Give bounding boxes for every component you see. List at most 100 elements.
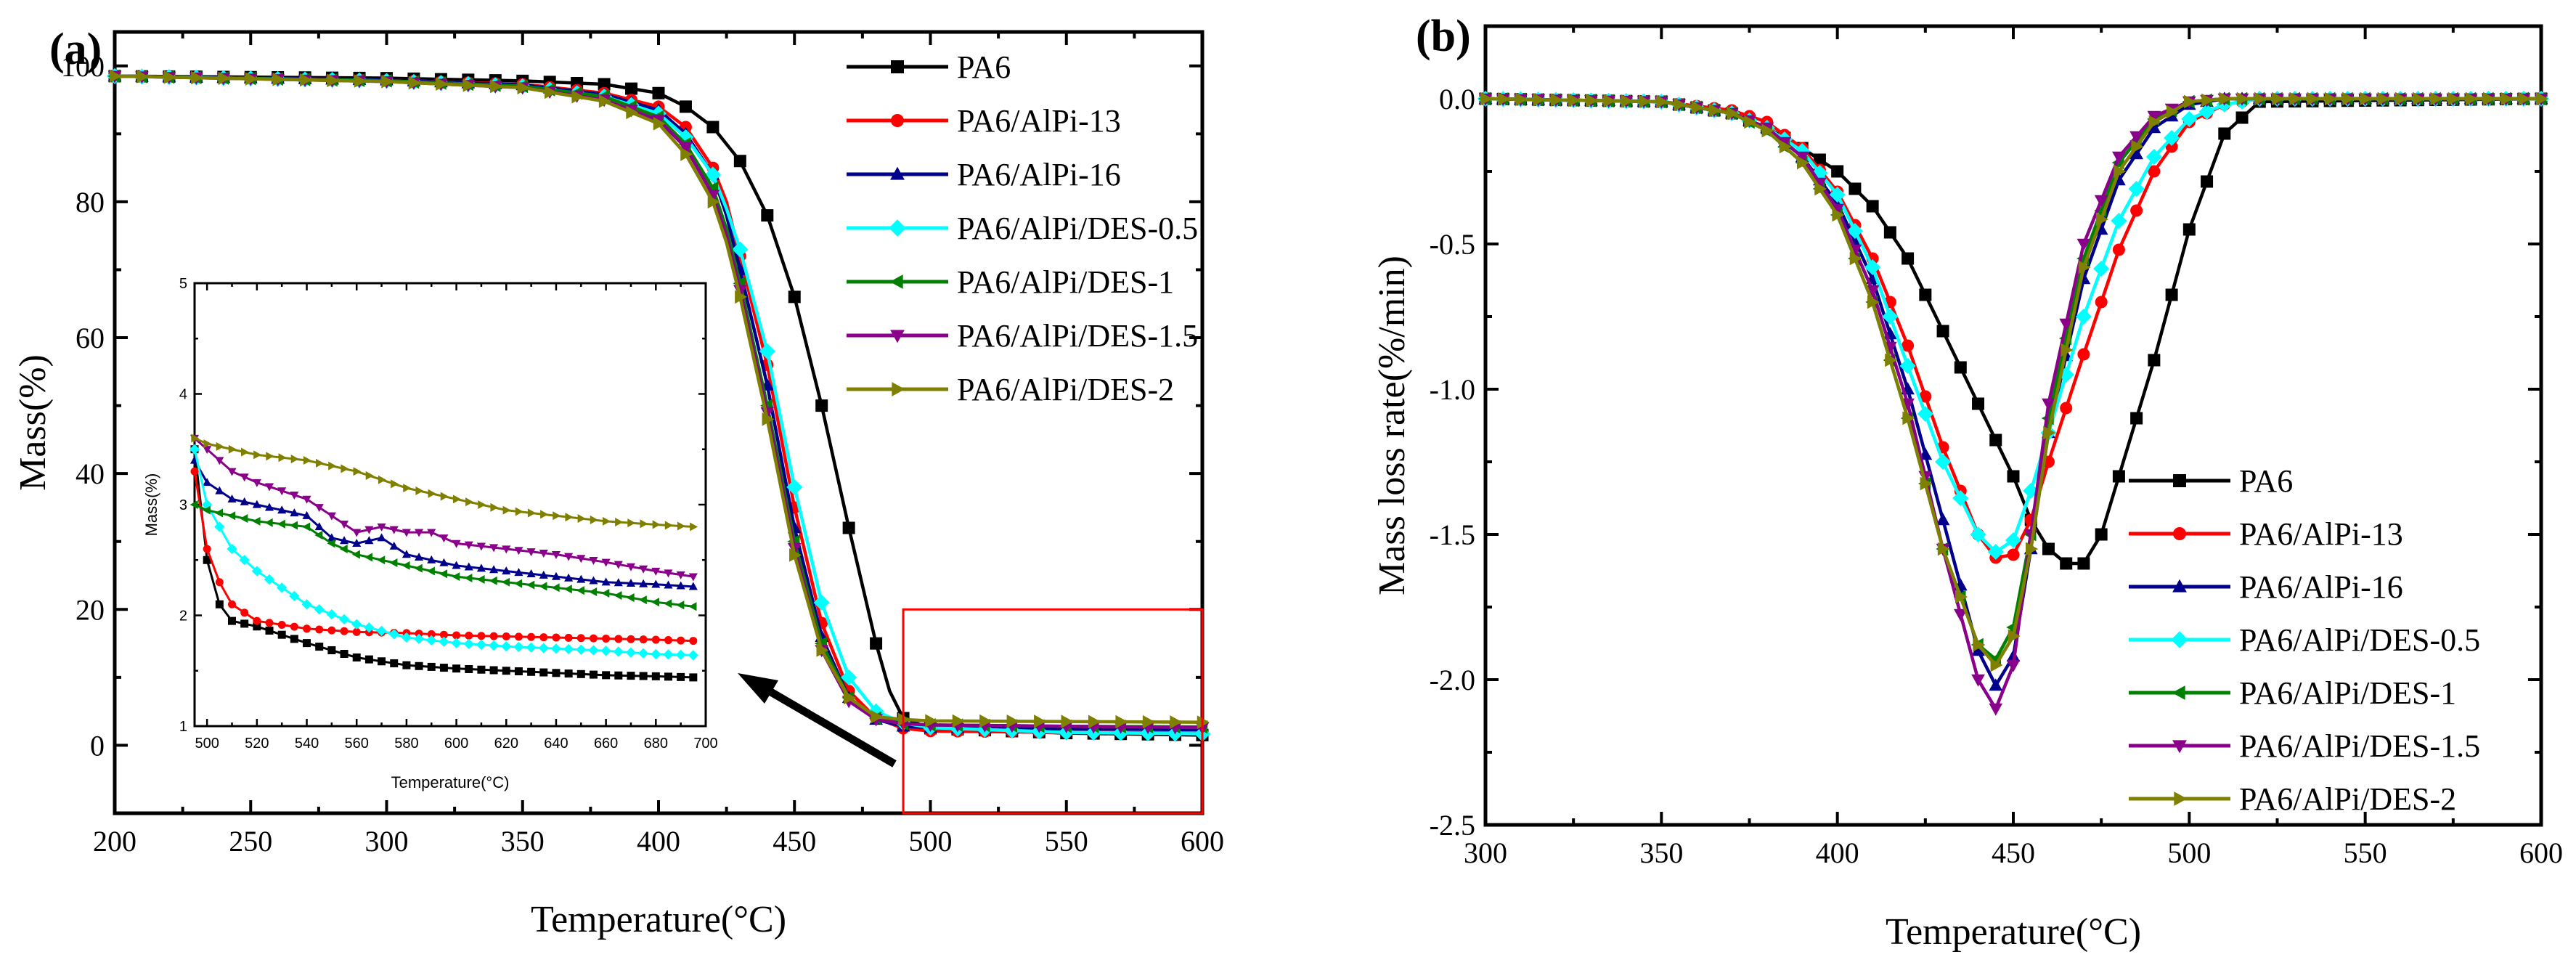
b-data-point	[2235, 111, 2249, 124]
b-data-point	[1849, 182, 1862, 195]
inset-data-point	[365, 471, 374, 481]
b-data-point	[1883, 226, 1896, 239]
inset-data-point	[240, 514, 248, 524]
b-data-point	[1811, 164, 1828, 182]
inset-data-point	[452, 540, 461, 548]
a-data-point	[759, 343, 775, 359]
inset-data-point	[502, 632, 510, 640]
b-data-point	[2077, 348, 2090, 361]
inset-data-point	[215, 578, 224, 587]
inset-data-point	[390, 659, 399, 667]
inset-x-tick-label: 660	[594, 736, 618, 752]
b-series-line	[1485, 97, 2541, 554]
b-data-point	[2236, 91, 2249, 106]
inset-data-point	[391, 479, 399, 489]
inset-data-point	[339, 536, 349, 545]
inset-data-point	[576, 574, 586, 583]
inset-data-point	[489, 632, 498, 640]
b-data-point	[2042, 542, 2055, 555]
inset-data-point	[252, 500, 261, 508]
b-legend-marker	[2174, 791, 2188, 806]
inset-x-tick-label: 600	[444, 736, 468, 752]
inset-data-point	[327, 512, 336, 521]
b-data-point	[2006, 659, 2021, 672]
inset-data-point	[452, 664, 461, 673]
inset-data-point	[465, 631, 473, 640]
a-legend-label: PA6/AlPi/DES-1.5	[957, 318, 1198, 354]
inset-data-point	[277, 620, 286, 629]
b-legend-marker	[2172, 685, 2185, 700]
inset-data-point	[439, 534, 449, 543]
a-data-point	[1142, 715, 1155, 729]
inset-data-point	[364, 536, 374, 545]
inset-data-point	[614, 671, 623, 680]
inset-data-point	[352, 529, 362, 537]
a-legend-marker	[891, 60, 904, 73]
inset-data-point	[314, 522, 324, 531]
inset-y-axis-title: Mass(%)	[142, 473, 160, 537]
inset-data-point	[651, 567, 661, 576]
inset-data-point	[627, 672, 635, 680]
inset-data-point	[677, 636, 685, 645]
inset-data-point	[402, 661, 411, 669]
inset-series-pa6-alpi-des-0-5	[189, 444, 698, 661]
b-data-point	[1882, 308, 1899, 325]
inset-data-point	[290, 455, 299, 464]
inset-data-point	[651, 598, 659, 607]
b-legend-marker	[2171, 631, 2188, 648]
b-legend-label: PA6/AlPi-16	[2239, 569, 2403, 605]
inset-data-point	[539, 633, 548, 642]
panel-b-label: (b)	[1416, 12, 1471, 61]
b-data-point	[2130, 204, 2143, 217]
b-data-point	[1989, 703, 2003, 716]
inset-data-point	[664, 672, 672, 681]
inset-data-point	[314, 603, 325, 615]
inset-data-point	[240, 619, 249, 628]
a-x-tick-label: 450	[773, 825, 816, 858]
b-data-point	[2043, 426, 2056, 440]
b-data-point	[1794, 142, 1811, 160]
inset-data-point	[613, 646, 624, 657]
inset-x-tick-label: 620	[494, 736, 518, 752]
a-y-tick-label: 20	[76, 593, 105, 626]
b-data-point	[2219, 91, 2232, 106]
b-data-point	[2394, 91, 2408, 106]
inset-data-point	[689, 673, 698, 682]
a-data-point	[761, 209, 774, 222]
inset-data-point	[215, 457, 224, 465]
inset-data-point	[490, 502, 499, 512]
inset-data-point	[452, 572, 460, 582]
inset-data-point	[588, 645, 599, 656]
inset-data-point	[576, 586, 584, 595]
a-x-tick-label: 600	[1181, 825, 1224, 858]
inset-data-point	[352, 539, 362, 547]
a-x-tick-label: 200	[93, 825, 136, 858]
inset-data-point	[664, 569, 673, 578]
b-legend-marker	[2172, 579, 2187, 593]
b-data-point	[1917, 405, 1933, 423]
inset-data-point	[364, 622, 375, 633]
a-y-tick-label: 0	[90, 729, 105, 762]
inset-data-point	[240, 497, 249, 505]
inset-data-point	[241, 447, 250, 457]
inset-data-point	[389, 558, 398, 568]
b-data-point	[2129, 131, 2143, 144]
a-legend-entry: PA6/AlPi-13	[847, 103, 1121, 139]
b-data-point	[2201, 175, 2214, 188]
inset-data-point	[514, 568, 523, 577]
inset-data-point	[501, 641, 512, 652]
inset-data-point	[364, 553, 373, 562]
inset-data-point	[439, 569, 448, 579]
b-data-point	[1515, 92, 1528, 107]
b-data-point	[1795, 151, 1809, 164]
inset-data-point	[626, 563, 636, 571]
inset-data-point	[215, 600, 224, 608]
inset-data-point	[189, 500, 198, 510]
inset-data-point	[452, 494, 461, 504]
b-data-point	[2166, 105, 2179, 119]
inset-data-point	[303, 639, 311, 648]
b-data-point	[1568, 93, 1581, 107]
inset-data-point	[690, 522, 698, 532]
a-y-axis-title: Mass(%)	[12, 354, 54, 491]
inset-data-point	[564, 573, 574, 582]
